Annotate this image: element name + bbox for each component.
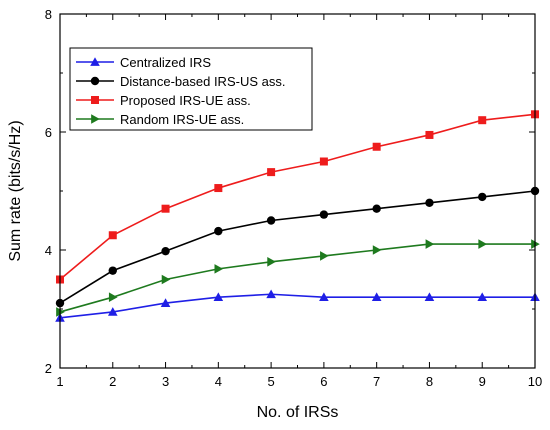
data-point xyxy=(477,292,488,302)
data-point xyxy=(214,226,223,236)
x-tick-label: 3 xyxy=(162,374,169,389)
y-tick-label: 4 xyxy=(45,243,52,258)
data-point xyxy=(319,292,329,302)
data-point xyxy=(108,231,117,240)
data-point xyxy=(214,264,224,274)
data-point xyxy=(267,168,276,177)
x-tick-label: 6 xyxy=(320,374,327,389)
data-point xyxy=(319,157,328,166)
series-line xyxy=(59,293,535,319)
series-random-irs-ue-ass xyxy=(56,239,540,317)
y-tick-label: 6 xyxy=(45,125,52,140)
series-proposed-irs-ue-ass xyxy=(56,110,539,284)
data-point xyxy=(320,251,329,261)
legend-label: Distance-based IRS-US ass. xyxy=(120,74,285,89)
data-point xyxy=(371,292,382,302)
x-tick-label: 5 xyxy=(267,374,274,389)
legend-marker xyxy=(90,76,100,86)
data-point xyxy=(108,266,117,275)
data-point xyxy=(372,142,381,151)
x-axis-title: No. of IRSs xyxy=(257,404,339,421)
data-point xyxy=(372,204,381,213)
data-point xyxy=(267,257,276,267)
data-point xyxy=(108,292,118,302)
data-point xyxy=(425,130,434,139)
series-line xyxy=(59,113,536,281)
legend: Centralized IRS Distance-based IRS-US ass… xyxy=(69,47,313,131)
legend-label: Random IRS-UE ass. xyxy=(120,112,244,127)
data-point xyxy=(478,239,488,249)
x-tick-label: 7 xyxy=(373,374,380,389)
y-tick-label: 2 xyxy=(45,361,52,376)
data-point xyxy=(266,216,276,225)
x-tick-label: 1 xyxy=(56,374,63,389)
data-point xyxy=(424,292,435,302)
series-layer xyxy=(55,110,540,322)
data-point xyxy=(372,245,382,255)
data-point xyxy=(478,192,487,202)
legend-label: Proposed IRS-UE ass. xyxy=(120,93,251,108)
data-point xyxy=(425,198,434,207)
x-tick-label: 4 xyxy=(215,374,222,389)
data-point xyxy=(161,246,170,256)
y-tick-label: 8 xyxy=(45,7,52,22)
data-point xyxy=(266,289,276,299)
data-point xyxy=(161,204,170,213)
data-point xyxy=(425,239,435,249)
x-tick-label: 8 xyxy=(426,374,433,389)
legend-marker xyxy=(90,57,100,66)
legend-marker xyxy=(91,114,100,124)
data-point xyxy=(213,292,224,302)
series-line xyxy=(59,243,535,313)
data-point xyxy=(107,307,118,316)
legend-label: Centralized IRS xyxy=(120,55,211,70)
series-line xyxy=(59,190,536,304)
data-point xyxy=(214,184,223,193)
x-tick-label: 9 xyxy=(479,374,486,389)
data-point xyxy=(478,116,487,125)
legend-marker xyxy=(91,96,99,104)
x-tick-label: 10 xyxy=(528,374,542,389)
data-point xyxy=(319,210,329,219)
x-tick-label: 2 xyxy=(109,374,116,389)
data-point xyxy=(160,298,171,307)
y-axis-title: Sum rate (bits/s/Hz) xyxy=(7,120,24,261)
series-centralized-irs xyxy=(55,289,540,322)
series-distance-based-irs-us-ass xyxy=(55,186,540,308)
data-point xyxy=(161,274,171,285)
